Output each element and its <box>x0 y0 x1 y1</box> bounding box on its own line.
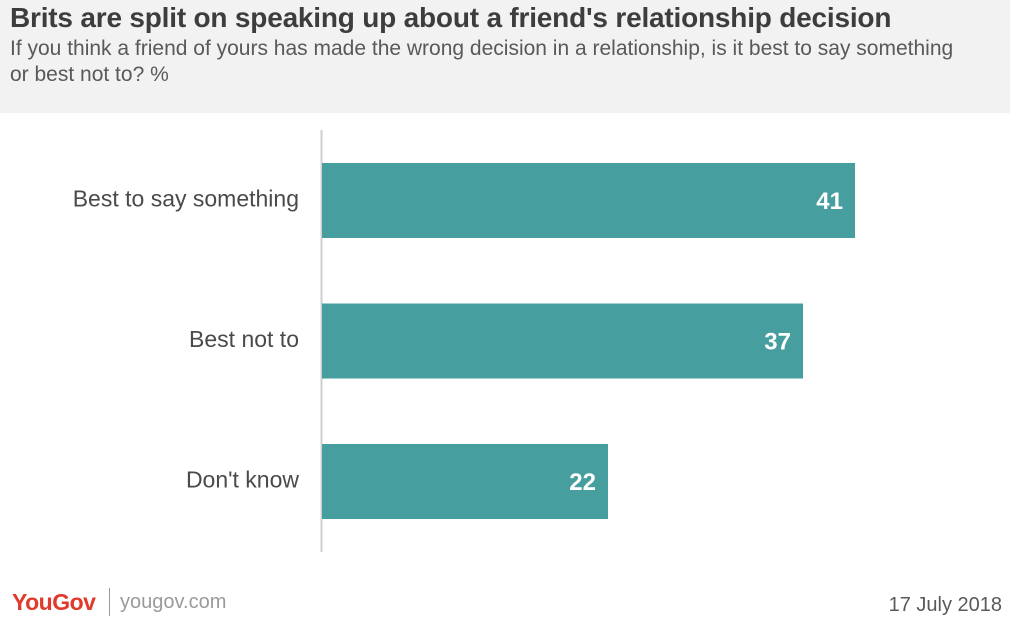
footer-divider <box>109 588 110 616</box>
bar-chart: Best to say something 41 Best not to 37 Don'… <box>0 113 1010 573</box>
bar-value-label: 41 <box>816 188 843 215</box>
chart-subtitle: If you think a friend of yours has made … <box>10 37 954 86</box>
chart-title: Brits are split on speaking up about a f… <box>10 2 892 33</box>
bar-value-label: 22 <box>569 469 596 496</box>
bar-value-label: 37 <box>764 328 791 355</box>
footer-date: 17 July 2018 <box>888 594 1002 616</box>
bar-chart-svg: Best to say something 41 Best not to 37 Don'… <box>73 130 855 552</box>
yougov-logo: YouGov <box>12 589 96 615</box>
category-label: Best not to <box>189 326 299 352</box>
category-label: Don't know <box>186 467 299 493</box>
bar <box>322 444 608 519</box>
header-panel: Brits are split on speaking up about a f… <box>0 0 1010 113</box>
footer-url: yougov.com <box>120 591 227 613</box>
bar <box>322 163 855 238</box>
bar <box>322 303 803 379</box>
category-label: Best to say something <box>73 186 299 212</box>
